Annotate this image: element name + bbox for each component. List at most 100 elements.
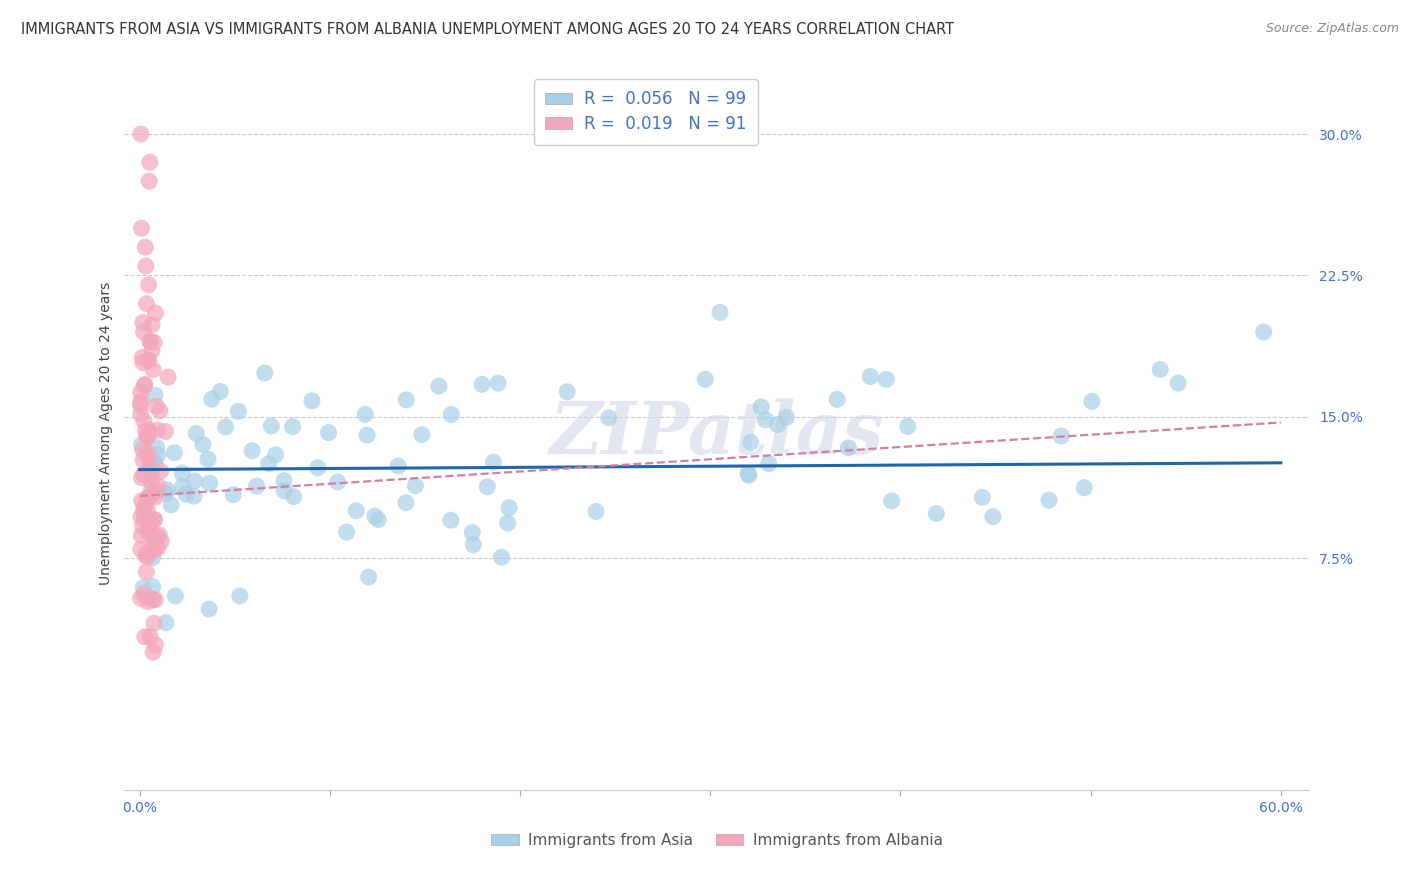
Y-axis label: Unemployment Among Ages 20 to 24 years: Unemployment Among Ages 20 to 24 years — [100, 282, 114, 585]
Point — [129, 542, 152, 557]
Point — [482, 455, 505, 469]
Point — [132, 356, 155, 370]
Point — [138, 450, 160, 465]
Point — [142, 580, 165, 594]
Point — [318, 425, 340, 440]
Point — [775, 410, 797, 425]
Point — [738, 468, 761, 483]
Point — [136, 595, 159, 609]
Point — [145, 440, 167, 454]
Point — [138, 353, 160, 368]
Point — [740, 435, 762, 450]
Point — [131, 438, 153, 452]
Point — [132, 453, 155, 467]
Point — [1253, 325, 1275, 339]
Point — [142, 550, 165, 565]
Point — [131, 493, 153, 508]
Point — [183, 489, 205, 503]
Point — [138, 277, 160, 292]
Text: ZIPatlas: ZIPatlas — [550, 399, 884, 469]
Point — [273, 474, 295, 488]
Point — [136, 545, 159, 559]
Point — [191, 437, 214, 451]
Point — [145, 306, 167, 320]
Point — [138, 423, 160, 437]
Point — [229, 589, 252, 603]
Point — [132, 316, 155, 330]
Point — [134, 423, 156, 437]
Point — [138, 174, 160, 188]
Point — [138, 520, 160, 534]
Point — [143, 456, 166, 470]
Point — [1038, 493, 1060, 508]
Point — [142, 530, 165, 544]
Point — [136, 503, 159, 517]
Point — [209, 384, 232, 399]
Point — [129, 510, 152, 524]
Point — [264, 448, 287, 462]
Point — [461, 525, 484, 540]
Point — [174, 487, 197, 501]
Point — [253, 366, 276, 380]
Point — [136, 525, 159, 540]
Point — [132, 502, 155, 516]
Point — [486, 376, 509, 391]
Point — [138, 461, 160, 475]
Point — [134, 510, 156, 524]
Point — [129, 127, 152, 141]
Point — [749, 400, 772, 414]
Point — [155, 615, 177, 630]
Point — [404, 479, 426, 493]
Point — [598, 410, 620, 425]
Point — [139, 334, 162, 349]
Point — [149, 404, 172, 418]
Point — [134, 240, 156, 254]
Point — [136, 353, 159, 368]
Point — [585, 504, 607, 518]
Point — [737, 467, 759, 481]
Point — [142, 532, 165, 546]
Point — [148, 528, 170, 542]
Point — [139, 630, 162, 644]
Point — [136, 428, 159, 442]
Point — [142, 485, 165, 500]
Point — [160, 498, 183, 512]
Point — [357, 570, 380, 584]
Point — [157, 370, 180, 384]
Point — [387, 458, 409, 473]
Point — [135, 496, 157, 510]
Point — [129, 398, 152, 412]
Point — [142, 513, 165, 527]
Point — [145, 638, 167, 652]
Text: IMMIGRANTS FROM ASIA VS IMMIGRANTS FROM ALBANIA UNEMPLOYMENT AMONG AGES 20 TO 24: IMMIGRANTS FROM ASIA VS IMMIGRANTS FROM … — [21, 22, 955, 37]
Point — [240, 443, 263, 458]
Point — [880, 494, 903, 508]
Point — [143, 490, 166, 504]
Point — [129, 385, 152, 400]
Point — [491, 550, 513, 565]
Point — [131, 518, 153, 533]
Point — [307, 460, 329, 475]
Point — [132, 504, 155, 518]
Point — [427, 379, 450, 393]
Point — [143, 616, 166, 631]
Point — [228, 404, 250, 418]
Point — [139, 515, 162, 529]
Point — [136, 490, 159, 504]
Point — [463, 538, 485, 552]
Point — [136, 428, 159, 442]
Point — [197, 452, 219, 467]
Point — [471, 377, 494, 392]
Point — [1149, 362, 1171, 376]
Point — [134, 377, 156, 392]
Point — [131, 442, 153, 457]
Point — [135, 259, 157, 273]
Point — [138, 521, 160, 535]
Point — [972, 490, 994, 504]
Point — [555, 384, 578, 399]
Point — [825, 392, 848, 407]
Point — [837, 441, 859, 455]
Point — [142, 592, 165, 607]
Point — [132, 414, 155, 428]
Point — [758, 457, 780, 471]
